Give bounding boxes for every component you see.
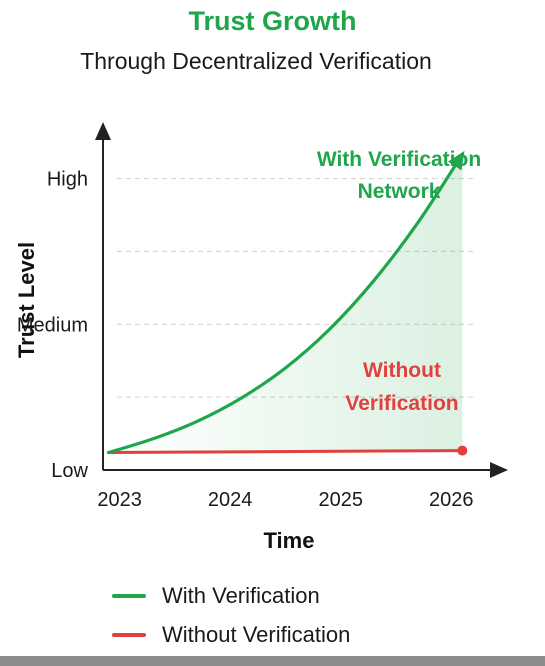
annotation-line: Verification <box>345 392 458 415</box>
annotation-line: Without <box>363 359 441 382</box>
x-tick-labels: 2023 2024 2025 2026 <box>97 489 473 511</box>
legend-item-without-verification: Without Verification <box>112 622 350 648</box>
y-tick-medium: Medium <box>17 314 88 336</box>
annotation-with-verification: With Verification Network <box>317 148 481 203</box>
with-verification-area <box>108 154 463 453</box>
chart-title: Trust Growth <box>188 6 357 36</box>
chart-subtitle: Through Decentralized Verification <box>80 48 432 74</box>
legend-swatch-red <box>112 633 146 637</box>
x-tick-2026: 2026 <box>429 489 474 511</box>
with-verification-arrow-icon <box>448 150 465 171</box>
y-tick-low: Low <box>51 460 88 482</box>
without-verification-end-point <box>457 445 468 456</box>
annotation-line: With Verification <box>317 148 481 171</box>
y-tick-labels: Low Medium High <box>17 169 89 482</box>
annotation-line: Network <box>358 180 441 203</box>
legend-label-with-verification: With Verification <box>162 583 320 608</box>
legend-swatch-green <box>112 594 146 598</box>
x-tick-2024: 2024 <box>208 489 253 511</box>
legend-item-with-verification: With Verification <box>112 583 320 609</box>
y-axis-label: Trust Level <box>14 242 39 358</box>
series-without-verification-line <box>107 449 464 455</box>
x-tick-2025: 2025 <box>318 489 363 511</box>
x-tick-2023: 2023 <box>97 489 142 511</box>
series-with-verification-line <box>106 152 464 455</box>
bottom-bar <box>0 656 545 666</box>
legend-label-without-verification: Without Verification <box>162 622 351 647</box>
y-tick-high: High <box>47 169 88 191</box>
x-axis-label: Time <box>264 528 315 553</box>
annotation-without-verification: Without Verification <box>345 359 458 415</box>
